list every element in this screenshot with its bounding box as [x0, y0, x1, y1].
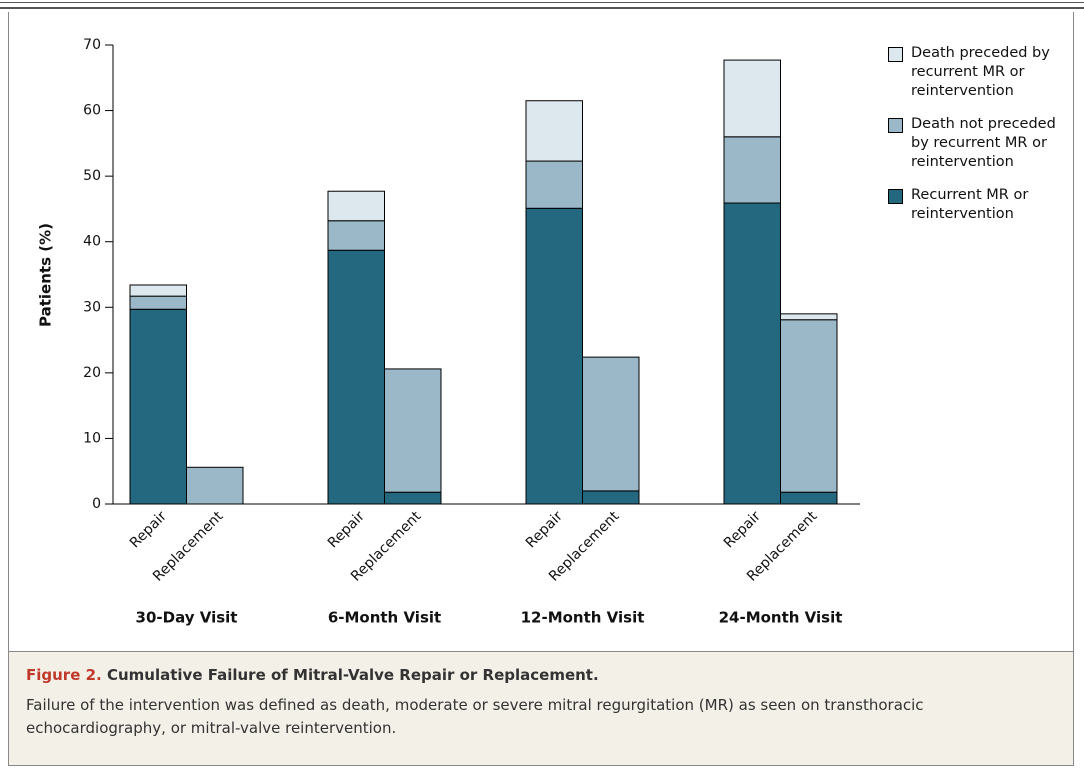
legend-swatch [888, 118, 903, 133]
bar-segment [582, 356, 640, 492]
y-tick-label: 20 [83, 365, 101, 381]
y-tick-label: 10 [83, 430, 101, 446]
group-label: 6-Month Visit [328, 609, 441, 627]
group-label: 30-Day Visit [136, 609, 238, 627]
caption-title: Cumulative Failure of Mitral-Valve Repai… [106, 666, 599, 684]
y-tick-label: 0 [92, 496, 101, 512]
legend-swatch [888, 47, 903, 62]
bar-segment [129, 295, 187, 310]
bar-segment [723, 202, 781, 505]
x-tick-label: Repair [127, 508, 170, 551]
group-label: 24-Month Visit [719, 609, 843, 627]
bar-segment [327, 190, 385, 222]
y-axis-label: Patients (%) [37, 223, 55, 327]
x-tick-label: Repair [325, 508, 368, 551]
bar-segment [129, 284, 187, 297]
y-tick-label: 50 [83, 168, 101, 184]
y-tick-label: 40 [83, 234, 101, 250]
bar-segment [525, 100, 583, 162]
bar-segment [327, 249, 385, 505]
bar-segment [384, 491, 442, 505]
figure-frame [8, 12, 1074, 766]
bar-segment [327, 220, 385, 251]
legend-swatch [888, 189, 903, 204]
bar-segment [582, 490, 640, 505]
legend-label: Death not preceded by recurrent MR or re… [911, 116, 1056, 170]
bar-segment [186, 466, 244, 505]
legend-item: Recurrent MR or reintervention [888, 186, 1078, 224]
bar-segment [129, 308, 187, 505]
bar-segment [723, 59, 781, 138]
group-label: 12-Month Visit [521, 609, 645, 627]
bar-segment [780, 313, 838, 321]
x-tick-label: Repair [523, 508, 566, 551]
bar-segment [723, 136, 781, 204]
bar-segment [525, 160, 583, 209]
chart: Patients (%) 010203040506070RepairReplac… [37, 37, 860, 627]
top-rule [0, 2, 1084, 9]
x-tick-label: Repair [721, 508, 764, 551]
caption-heading: Figure 2. Cumulative Failure of Mitral-V… [26, 666, 1073, 684]
y-tick-label: 60 [83, 103, 101, 119]
legend-item: Death preceded by recurrent MR or reinte… [888, 44, 1078, 101]
bar-segment [525, 207, 583, 505]
legend-item: Death not preceded by recurrent MR or re… [888, 115, 1078, 172]
legend: Death preceded by recurrent MR or reinte… [888, 44, 1078, 238]
legend-label: Recurrent MR or reintervention [911, 187, 1029, 222]
caption: Figure 2. Cumulative Failure of Mitral-V… [9, 651, 1073, 765]
legend-label: Death preceded by recurrent MR or reinte… [911, 45, 1050, 99]
caption-text: Failure of the intervention was defined … [26, 696, 924, 737]
bar-segment [780, 319, 838, 493]
bar-segment [780, 491, 838, 505]
bar-segment [384, 368, 442, 493]
figure-label: Figure 2. [26, 666, 102, 684]
y-tick-label: 30 [83, 299, 101, 315]
y-tick-label: 70 [83, 37, 101, 53]
